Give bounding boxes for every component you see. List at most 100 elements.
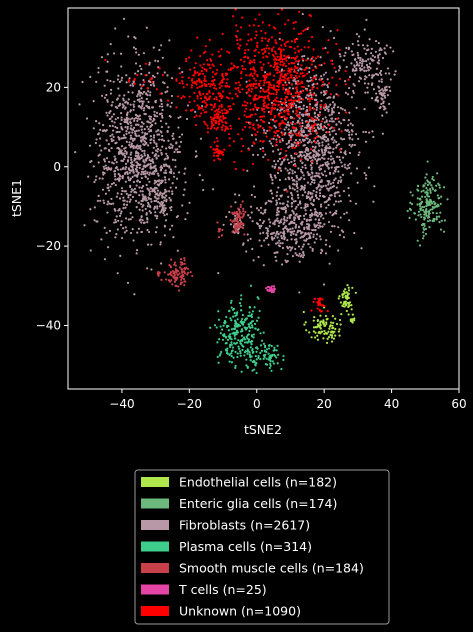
point-series-3 — [248, 354, 252, 357]
point-series-2 — [314, 208, 317, 211]
point-series-6 — [262, 96, 265, 99]
point-series-2 — [149, 162, 152, 166]
point-series-6 — [181, 80, 184, 83]
point-series-2 — [142, 100, 145, 103]
point-series-2 — [361, 62, 364, 65]
point-series-2 — [171, 158, 175, 161]
point-series-6 — [272, 78, 275, 82]
point-series-2 — [320, 75, 323, 78]
point-series-2 — [168, 228, 172, 231]
point-series-6 — [267, 40, 270, 43]
point-series-2 — [159, 182, 162, 185]
point-series-6 — [267, 103, 270, 106]
point-series-6 — [300, 80, 303, 83]
point-series-2 — [307, 190, 310, 194]
point-series-2 — [103, 147, 106, 150]
point-series-2 — [347, 186, 350, 190]
point-series-6 — [261, 109, 264, 112]
point-series-6 — [312, 126, 315, 129]
point-series-6 — [265, 90, 268, 93]
point-series-0 — [322, 322, 325, 326]
point-series-2 — [148, 190, 151, 193]
point-series-2 — [102, 173, 105, 176]
point-series-2 — [152, 46, 155, 49]
point-series-3 — [233, 331, 236, 334]
point-series-6 — [285, 55, 288, 58]
point-series-2 — [103, 158, 106, 161]
point-series-2 — [326, 86, 330, 89]
point-series-2 — [306, 134, 309, 137]
point-series-2 — [137, 129, 141, 132]
point-series-2 — [356, 51, 359, 54]
point-series-2 — [357, 80, 361, 83]
point-series-2 — [294, 138, 298, 142]
point-series-6 — [306, 72, 309, 75]
point-series-2 — [365, 18, 368, 21]
point-series-6 — [209, 85, 212, 88]
point-series-0 — [343, 305, 346, 308]
point-series-6 — [320, 310, 324, 313]
point-series-6 — [309, 97, 312, 100]
point-series-2 — [156, 72, 159, 75]
point-series-2 — [259, 225, 263, 228]
point-series-2 — [153, 114, 157, 118]
point-series-2 — [350, 50, 353, 53]
point-series-6 — [294, 70, 297, 73]
point-series-3 — [248, 326, 252, 329]
point-series-2 — [302, 104, 305, 107]
point-series-2 — [360, 247, 363, 250]
point-series-6 — [280, 101, 283, 104]
point-series-1 — [431, 175, 434, 179]
point-series-4 — [181, 263, 184, 266]
point-series-2 — [125, 81, 128, 84]
point-series-4 — [233, 225, 237, 228]
point-series-0 — [324, 324, 327, 327]
point-series-2 — [311, 192, 314, 195]
point-series-2 — [159, 166, 162, 169]
point-series-6 — [300, 32, 303, 35]
point-series-2 — [337, 170, 340, 173]
point-series-6 — [268, 126, 271, 129]
point-series-2 — [112, 129, 115, 132]
point-series-2 — [126, 172, 129, 176]
point-series-4 — [172, 272, 175, 275]
point-series-6 — [206, 63, 210, 66]
point-series-2 — [394, 70, 397, 73]
point-series-2 — [347, 194, 351, 197]
point-series-6 — [207, 97, 210, 100]
point-series-2 — [365, 69, 368, 72]
point-series-2 — [278, 37, 281, 41]
point-series-2 — [142, 170, 145, 174]
point-series-2 — [139, 94, 142, 97]
point-series-3 — [263, 350, 267, 353]
point-series-2 — [113, 173, 117, 176]
point-series-2 — [331, 151, 334, 154]
point-series-6 — [209, 57, 212, 61]
point-series-6 — [243, 110, 246, 113]
legend-swatch — [141, 584, 169, 595]
point-series-6 — [298, 107, 301, 110]
point-series-6 — [199, 72, 202, 75]
point-series-2 — [274, 234, 277, 237]
point-series-6 — [275, 141, 278, 144]
point-series-1 — [416, 197, 419, 200]
point-series-2 — [302, 174, 305, 177]
point-series-2 — [132, 105, 136, 108]
point-series-2 — [152, 82, 155, 85]
point-series-2 — [291, 87, 295, 90]
point-series-2 — [302, 129, 305, 132]
point-series-6 — [294, 21, 297, 24]
point-series-6 — [268, 92, 271, 95]
point-series-2 — [129, 156, 133, 159]
point-series-6 — [273, 116, 276, 119]
point-series-6 — [206, 131, 210, 134]
point-series-2 — [292, 178, 295, 182]
point-series-2 — [284, 225, 287, 228]
point-series-0 — [338, 318, 342, 322]
point-series-0 — [328, 325, 332, 328]
point-series-2 — [283, 188, 286, 192]
point-series-2 — [345, 211, 348, 214]
point-series-1 — [425, 214, 428, 217]
point-series-2 — [308, 67, 311, 70]
point-series-6 — [249, 85, 252, 88]
